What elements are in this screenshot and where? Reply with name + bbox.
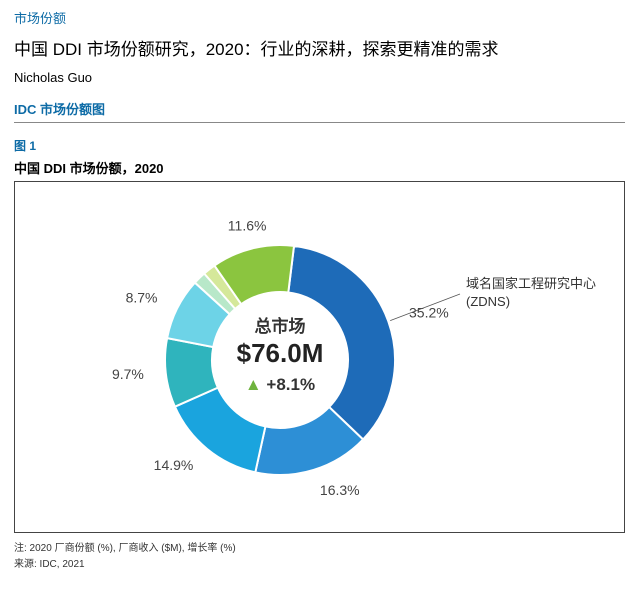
footnote-line: 注: 2020 厂商份额 (%), 厂商收入 ($M), 增长率 (%): [14, 541, 625, 557]
callout-text: 域名国家工程研究中心: [466, 276, 596, 291]
center-value: $76.0M: [237, 338, 324, 368]
slice-label: 35.2%: [409, 305, 449, 321]
footnote: 注: 2020 厂商份额 (%), 厂商收入 ($M), 增长率 (%) 来源:…: [14, 541, 625, 573]
footnote-line: 来源: IDC, 2021: [14, 557, 625, 573]
figure-label: 图 1: [14, 137, 625, 154]
section-label: IDC 市场份额图: [14, 99, 625, 123]
figure-title: 中国 DDI 市场份额，2020: [14, 158, 625, 177]
page-title: 中国 DDI 市场份额研究，2020：行业的深耕，探索更精准的需求: [14, 35, 625, 60]
category-label: 市场份额: [14, 8, 625, 27]
slice-label: 9.7%: [112, 366, 144, 382]
donut-chart: 35.2% 域名国家工程研究中心 (ZDNS) 16.3% 14.9% 9.7% 8.7% 1…: [15, 182, 624, 532]
center-title: 总市场: [255, 316, 306, 336]
chart-container: 35.2% 域名国家工程研究中心 (ZDNS) 16.3% 14.9% 9.7% 8.7% 1…: [14, 181, 625, 533]
center-growth: ▲ +8.1%: [245, 375, 315, 394]
author: Nicholas Guo: [14, 70, 625, 85]
slice-label: 16.3%: [320, 482, 360, 498]
slice-label: 11.6%: [228, 218, 267, 234]
slice-label: 14.9%: [154, 457, 194, 473]
callout-text: (ZDNS): [466, 294, 510, 309]
slice-label: 8.7%: [126, 289, 158, 305]
